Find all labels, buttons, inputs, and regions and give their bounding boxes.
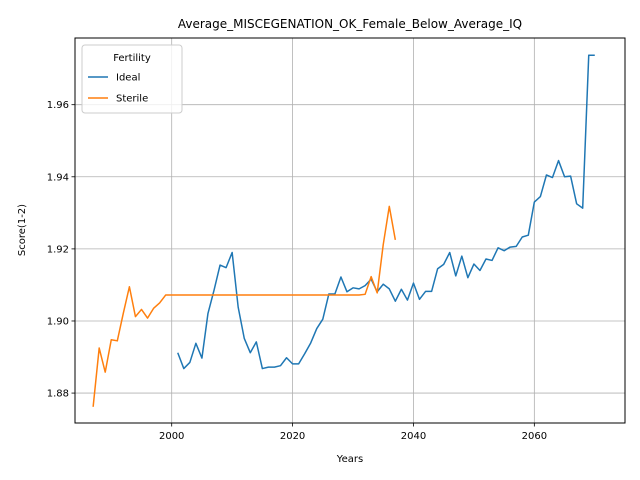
series-line-ideal — [177, 54, 595, 370]
x-axis-label: Years — [336, 454, 363, 465]
legend-box — [81, 44, 183, 114]
x-tick-label: 2000 — [159, 431, 184, 442]
y-tick-label: 1.96 — [47, 100, 69, 111]
y-axis-label: Score(1-2) — [17, 204, 28, 256]
y-tick-label: 1.90 — [47, 316, 69, 327]
legend-label-sterile: Sterile — [116, 94, 148, 105]
legend-title: Fertility — [113, 53, 151, 64]
x-tick-label: 2040 — [401, 431, 426, 442]
legend: Fertility Ideal Sterile — [81, 44, 183, 114]
plot-area-frame — [74, 37, 626, 424]
chart-title: Average_MISCEGENATION_OK_Female_Below_Av… — [178, 17, 522, 31]
x-tick-label: 2060 — [522, 431, 547, 442]
y-tick-label: 1.94 — [47, 172, 69, 183]
series-line-sterile — [92, 205, 397, 407]
series-group — [92, 54, 595, 407]
legend-label-ideal: Ideal — [116, 73, 140, 84]
y-tick-label: 1.92 — [47, 244, 69, 255]
x-tick-label: 2020 — [280, 431, 305, 442]
y-tick-label: 1.88 — [47, 389, 69, 400]
axis-ticks: 2000 2020 2040 2060 1.88 1.90 1.92 1.94 1.96 — [47, 100, 547, 442]
